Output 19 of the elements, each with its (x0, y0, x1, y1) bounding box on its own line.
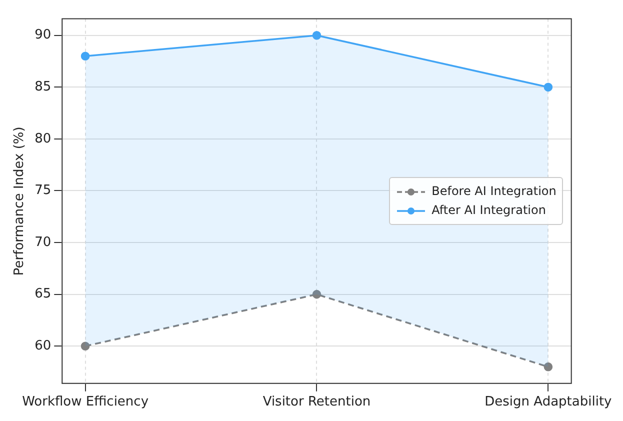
y-tick-label: 65 (34, 286, 52, 302)
point (544, 362, 553, 372)
y-axis-title: Performance Index (%) (12, 126, 28, 276)
point (544, 82, 553, 92)
legend-label: After AI Integration (432, 202, 546, 220)
y-tick-label: 60 (34, 338, 52, 354)
x-tick-label: Workflow Efficiency (22, 394, 149, 410)
y-tick-label: 75 (34, 183, 52, 198)
y-tick-label: 90 (34, 28, 52, 43)
y-tick-label: 85 (34, 80, 52, 95)
point (312, 290, 322, 299)
y-tick-label: 80 (34, 131, 52, 146)
y-tick-label: 70 (34, 234, 52, 250)
x-tick-label: Design Adaptability (484, 394, 612, 410)
point (80, 52, 90, 60)
legend-label: Before AI Integration (432, 183, 556, 200)
x-tick-label: Visitor Retention (262, 394, 371, 410)
point (312, 30, 322, 40)
point (80, 342, 90, 351)
